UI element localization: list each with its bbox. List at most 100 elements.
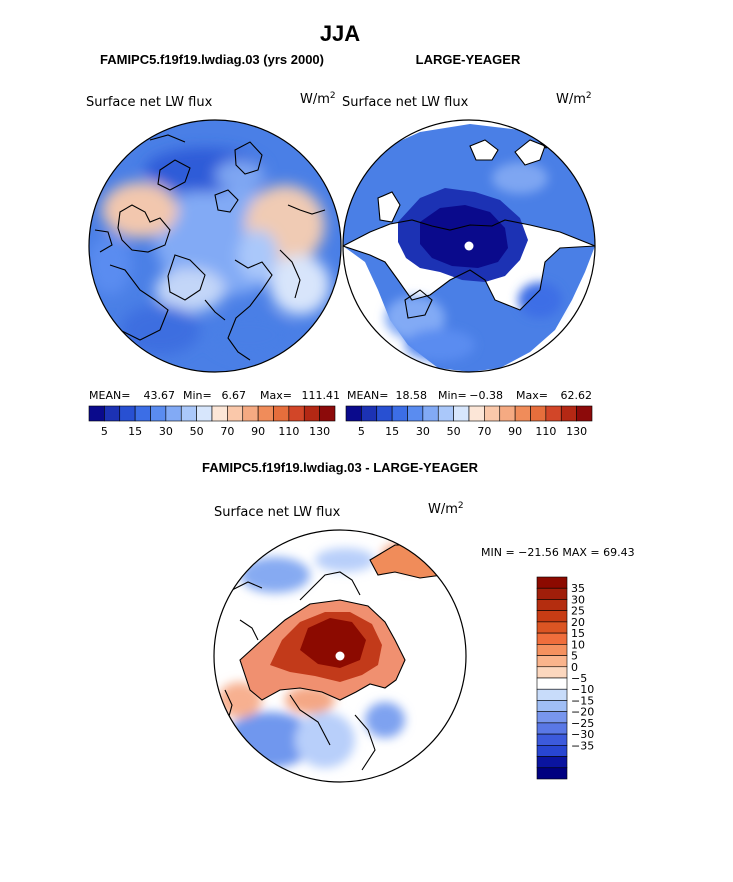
colorbar-box-a-12 <box>273 405 290 422</box>
colorbar-tick-label-c-12: −25 <box>571 717 594 730</box>
colorbar-tick-label-b-5: 90 <box>508 425 522 438</box>
colorbar-box-c-0 <box>536 576 568 589</box>
panel-a-max-value: 111.41 <box>302 389 341 402</box>
colorbar-box-b-2 <box>376 405 393 422</box>
colorbar-box-c-1 <box>536 587 568 600</box>
colorbar-box-a-9 <box>227 405 244 422</box>
colorbar-tick-label-a-5: 90 <box>251 425 265 438</box>
colorbar-tick-label-c-0: 35 <box>571 582 585 595</box>
colorbar-box-a-15 <box>319 405 336 422</box>
colorbar-box-b-15 <box>576 405 593 422</box>
colorbar-box-b-4 <box>407 405 424 422</box>
colorbar-box-c-15 <box>536 745 568 757</box>
colorbar-box-c-11 <box>536 700 568 712</box>
panel-a-map <box>88 119 342 373</box>
panel-a-units: W/m2 <box>300 91 336 107</box>
diff-panel-title: FAMIPC5.f19f19.lwdiag.03 - LARGE-YEAGER <box>202 460 479 475</box>
diff-map <box>213 529 467 783</box>
diff-variable-label: Surface net LW flux <box>214 505 341 520</box>
colorbar-tick-label-c-7: 0 <box>571 661 578 674</box>
panel-b-max-label: Max= <box>516 389 548 402</box>
colorbar-box-c-8 <box>536 666 568 679</box>
colorbar-box-b-14 <box>560 405 577 422</box>
colorbar-box-c-17 <box>536 767 568 780</box>
colorbar-box-c-10 <box>536 688 568 701</box>
colorbar-tick-label-c-5: 10 <box>571 638 585 651</box>
colorbar-tick-label-c-2: 25 <box>571 605 585 618</box>
colorbar-box-a-3 <box>134 405 151 422</box>
colorbar-box-b-11 <box>514 405 531 422</box>
colorbar-box-c-9 <box>536 677 568 690</box>
colorbar-box-c-2 <box>536 599 568 611</box>
colorbar-box-c-12 <box>536 711 568 724</box>
colorbar-box-a-6 <box>180 405 197 422</box>
colorbar-tick-label-c-4: 15 <box>571 627 585 640</box>
colorbar-box-a-14 <box>303 405 320 422</box>
colorbar-box-c-4 <box>536 621 568 634</box>
colorbar-box-a-2 <box>119 405 136 422</box>
colorbar-tick-label-b-0: 5 <box>358 425 365 438</box>
panel-b-max-value: 62.62 <box>561 389 593 402</box>
colorbar-tick-label-a-3: 50 <box>190 425 204 438</box>
colorbar-box-a-1 <box>104 405 121 422</box>
colorbar-box-c-7 <box>536 655 568 668</box>
colorbar-tick-label-b-4: 70 <box>477 425 491 438</box>
panel-b-mean-label: MEAN= <box>347 389 388 402</box>
diff-minmax: MIN = −21.56 MAX = 69.43 <box>481 546 635 559</box>
panel-b-min-value: −0.38 <box>469 389 503 402</box>
colorbar-tick-label-a-6: 110 <box>278 425 299 438</box>
colorbar-box-b-0 <box>345 405 362 422</box>
colorbar-box-b-10 <box>499 405 516 422</box>
colorbar-box-b-1 <box>361 405 378 422</box>
colorbar-tick-label-b-2: 30 <box>416 425 430 438</box>
panel-a-min-label: Min= <box>183 389 212 402</box>
panel-a-mean-label: MEAN= <box>89 389 130 402</box>
colorbar-tick-label-b-1: 15 <box>385 425 399 438</box>
season-title: JJA <box>320 21 360 46</box>
colorbar-box-a-5 <box>165 405 182 422</box>
colorbar-tick-label-a-7: 130 <box>309 425 330 438</box>
colorbar-box-b-8 <box>468 405 485 422</box>
colorbar-tick-label-a-0: 5 <box>101 425 108 438</box>
panel-b-map <box>342 119 596 373</box>
colorbar-tick-label-a-4: 70 <box>220 425 234 438</box>
panel-a-case-title: FAMIPC5.f19f19.lwdiag.03 (yrs 2000) <box>100 52 324 67</box>
colorbar-box-c-14 <box>536 733 568 746</box>
colorbar-box-b-7 <box>453 405 470 422</box>
panel-b-variable-label: Surface net LW flux <box>342 95 469 110</box>
colorbar-tick-label-c-11: −20 <box>571 706 594 719</box>
colorbar-tick-label-b-3: 50 <box>447 425 461 438</box>
colorbar-box-b-6 <box>437 405 454 422</box>
colorbar-box-b-3 <box>391 405 408 422</box>
colorbar-box-c-16 <box>536 756 568 769</box>
colorbar-box-c-13 <box>536 722 568 735</box>
colorbar-tick-label-b-6: 110 <box>535 425 556 438</box>
panel-b-mean-value: 18.58 <box>396 389 428 402</box>
panel-b-case-title: LARGE-YEAGER <box>416 52 521 67</box>
diff-units: W/m2 <box>428 501 464 517</box>
colorbar-tick-label-c-9: −10 <box>571 683 594 696</box>
panel-a-variable-label: Surface net LW flux <box>86 95 213 110</box>
colorbar-tick-label-c-6: 5 <box>571 650 578 663</box>
colorbar-box-c-3 <box>536 610 568 623</box>
colorbar-tick-label-c-13: −30 <box>571 728 594 741</box>
colorbar-box-a-7 <box>196 405 213 422</box>
panel-a-min-value: 6.67 <box>222 389 247 402</box>
colorbar-tick-label-c-10: −15 <box>571 694 594 707</box>
colorbar-box-a-10 <box>242 405 259 422</box>
colorbar-tick-label-a-1: 15 <box>128 425 142 438</box>
colorbar-tick-label-c-14: −35 <box>571 739 594 752</box>
panel-b-units: W/m2 <box>556 91 592 107</box>
panel-b-min-label: Min= <box>438 389 467 402</box>
panel-b-colorbar: 5 15 30 50 70 90 110 130 <box>345 405 593 438</box>
colorbar-tick-label-a-2: 30 <box>159 425 173 438</box>
colorbar-tick-label-b-7: 130 <box>566 425 587 438</box>
colorbar-box-a-0 <box>88 405 105 422</box>
colorbar-tick-label-c-1: 30 <box>571 593 585 606</box>
panel-a-colorbar: 5 15 30 50 70 90 110 130 <box>88 405 336 438</box>
colorbar-box-b-5 <box>422 405 439 422</box>
colorbar-box-a-4 <box>150 405 167 422</box>
panel-a-mean-value: 43.67 <box>144 389 176 402</box>
